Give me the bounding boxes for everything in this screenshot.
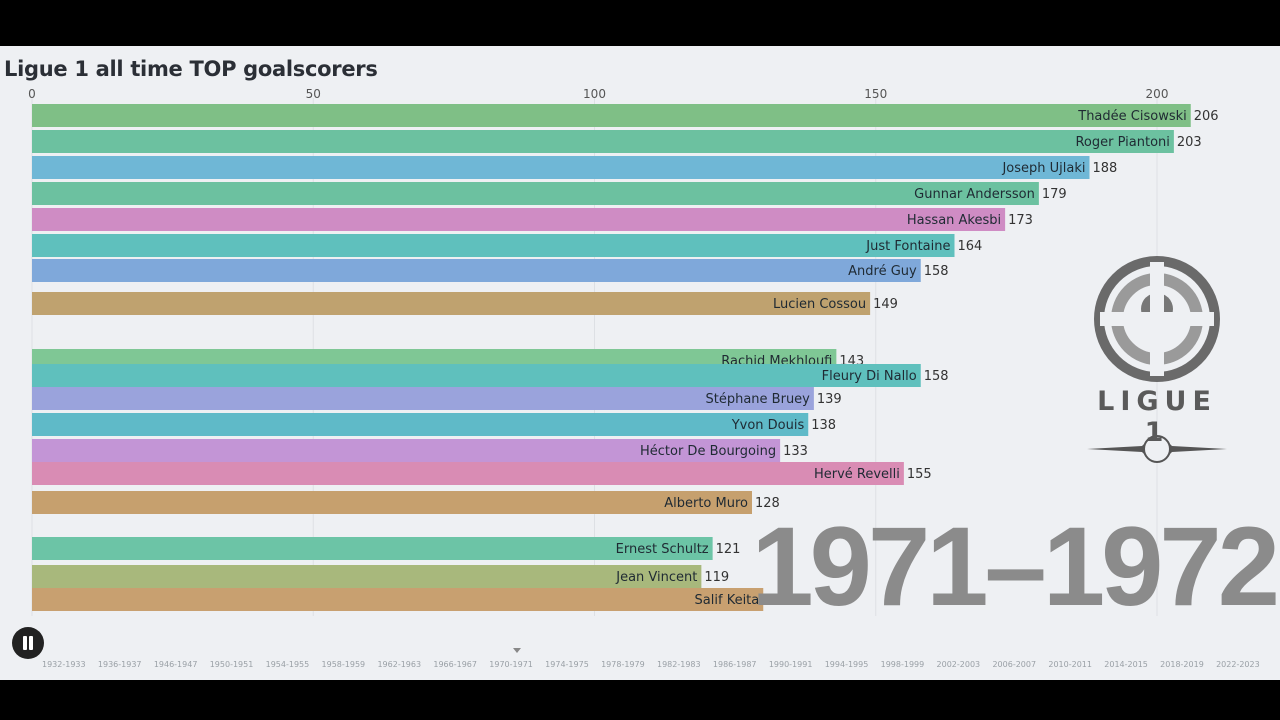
bar (32, 259, 921, 282)
bar (32, 537, 713, 560)
bar-value-label: 139 (817, 392, 842, 407)
bar (32, 588, 764, 611)
bar-value-label: 138 (811, 418, 836, 433)
pause-button[interactable] (12, 627, 44, 659)
timeline-label[interactable]: 1970-1971 (489, 660, 533, 669)
timeline-label[interactable]: 1978-1979 (601, 660, 645, 669)
pause-icon (29, 636, 33, 650)
bar-name-label: Yvon Douis (731, 418, 805, 433)
timeline-label[interactable]: 1932-1933 (42, 660, 86, 669)
bar-value-label: 119 (704, 570, 729, 585)
timeline-label[interactable]: 1974-1975 (545, 660, 589, 669)
bar-value-label: 121 (716, 542, 741, 557)
bar-name-label: Thadée Cisowski (1077, 109, 1187, 124)
timeline-label[interactable]: 1986-1987 (712, 660, 757, 669)
timeline-label[interactable]: 2018-2019 (1160, 660, 1204, 669)
bar-name-label: Lucien Cossou (773, 297, 866, 312)
bar-name-label: Alberto Muro (664, 496, 748, 511)
timeline-label[interactable]: 1954-1955 (265, 660, 310, 669)
bar-name-label: Héctor De Bourgoing (640, 444, 776, 459)
bar-name-label: Ernest Schultz (616, 542, 709, 557)
bar (32, 208, 1006, 231)
bar-name-label: Just Fontaine (865, 239, 950, 254)
timeline-label[interactable]: 1966-1967 (433, 660, 477, 669)
bar-name-label: André Guy (848, 264, 917, 279)
bar-value-label: 158 (924, 264, 949, 279)
bar-name-label: Roger Piantoni (1075, 135, 1169, 150)
bar-name-label: Salif Keita (695, 593, 760, 608)
timeline-marker[interactable] (513, 648, 522, 653)
bar-value-label: 203 (1177, 135, 1202, 150)
bar (32, 565, 702, 588)
timeline-label[interactable]: 1936-1937 (97, 660, 142, 669)
timeline-label[interactable]: 1998-1999 (880, 660, 925, 669)
bar-name-label: Hervé Revelli (814, 467, 900, 482)
timeline-label[interactable]: 2014-2015 (1104, 660, 1148, 669)
bar-value-label: 206 (1194, 109, 1219, 124)
bar (32, 156, 1090, 179)
x-tick-label: 0 (28, 87, 36, 101)
bar (32, 413, 809, 436)
chart-stage: Ligue 1 all time TOP goalscorers 0 50 100 1… (0, 46, 1280, 680)
timeline-label[interactable]: 1946-1947 (153, 660, 198, 669)
bar-name-label: Jean Vincent (615, 570, 697, 585)
bar-value-label: 188 (1093, 161, 1118, 176)
timeline-label[interactable]: 2006-2007 (992, 660, 1037, 669)
timeline-label[interactable]: 2010-2011 (1048, 660, 1092, 669)
bar-value-label: 173 (1008, 213, 1033, 228)
timeline-slider[interactable]: 1932-1933 1936-1937 1946-1947 1950-1951 1954… (36, 648, 1266, 676)
bar (32, 439, 781, 462)
timeline-label[interactable]: 1994-1995 (824, 660, 869, 669)
x-tick-label: 50 (306, 87, 321, 101)
bar-value-label: 130 (766, 593, 791, 608)
timeline-label[interactable]: 1982-1983 (657, 660, 701, 669)
year-label: 1971–1972 (751, 504, 1280, 629)
bar-name-label: Fleury Di Nallo (822, 369, 917, 384)
chart-title: Ligue 1 all time TOP goalscorers (4, 57, 378, 81)
bar-chart: 0 50 100 150 200 Thadée Cisowski 206 Roger Pian… (28, 87, 1219, 616)
ligue1-ball-logo (1087, 256, 1227, 463)
x-tick-label: 200 (1146, 87, 1169, 101)
bar-name-label: Stéphane Bruey (706, 392, 811, 407)
timeline-label[interactable]: 1962-1963 (377, 660, 422, 669)
bar (32, 364, 921, 387)
bar-value-label: 149 (873, 297, 898, 312)
bar-value-label: 158 (924, 369, 949, 384)
timeline-label[interactable]: 1990-1991 (768, 660, 813, 669)
bar-value-label: 133 (783, 444, 808, 459)
bar-name-label: Gunnar Andersson (914, 187, 1035, 202)
bar (32, 387, 814, 410)
bar (32, 292, 871, 315)
x-tick-label: 100 (583, 87, 606, 101)
bar (32, 182, 1039, 205)
bar-value-label: 128 (755, 496, 780, 511)
logo-text: LIGUE 1 (1097, 386, 1217, 448)
timeline-label[interactable]: 2002-2003 (936, 660, 981, 669)
bar (32, 462, 904, 485)
bar (32, 234, 955, 257)
bar-name-label: Joseph Ujlaki (1001, 161, 1085, 176)
bar (32, 491, 752, 514)
bar-value-label: 164 (958, 239, 983, 254)
timeline-label[interactable]: 2022-2023 (1216, 660, 1260, 669)
x-tick-label: 150 (864, 87, 887, 101)
bar (32, 130, 1174, 153)
bar-value-label: 179 (1042, 187, 1067, 202)
pause-icon (23, 636, 27, 650)
bar-name-label: Hassan Akesbi (907, 213, 1001, 228)
timeline-label[interactable]: 1958-1959 (321, 660, 366, 669)
bar-value-label: 155 (907, 467, 932, 482)
timeline-label[interactable]: 1950-1951 (209, 660, 254, 669)
bar (32, 104, 1191, 127)
